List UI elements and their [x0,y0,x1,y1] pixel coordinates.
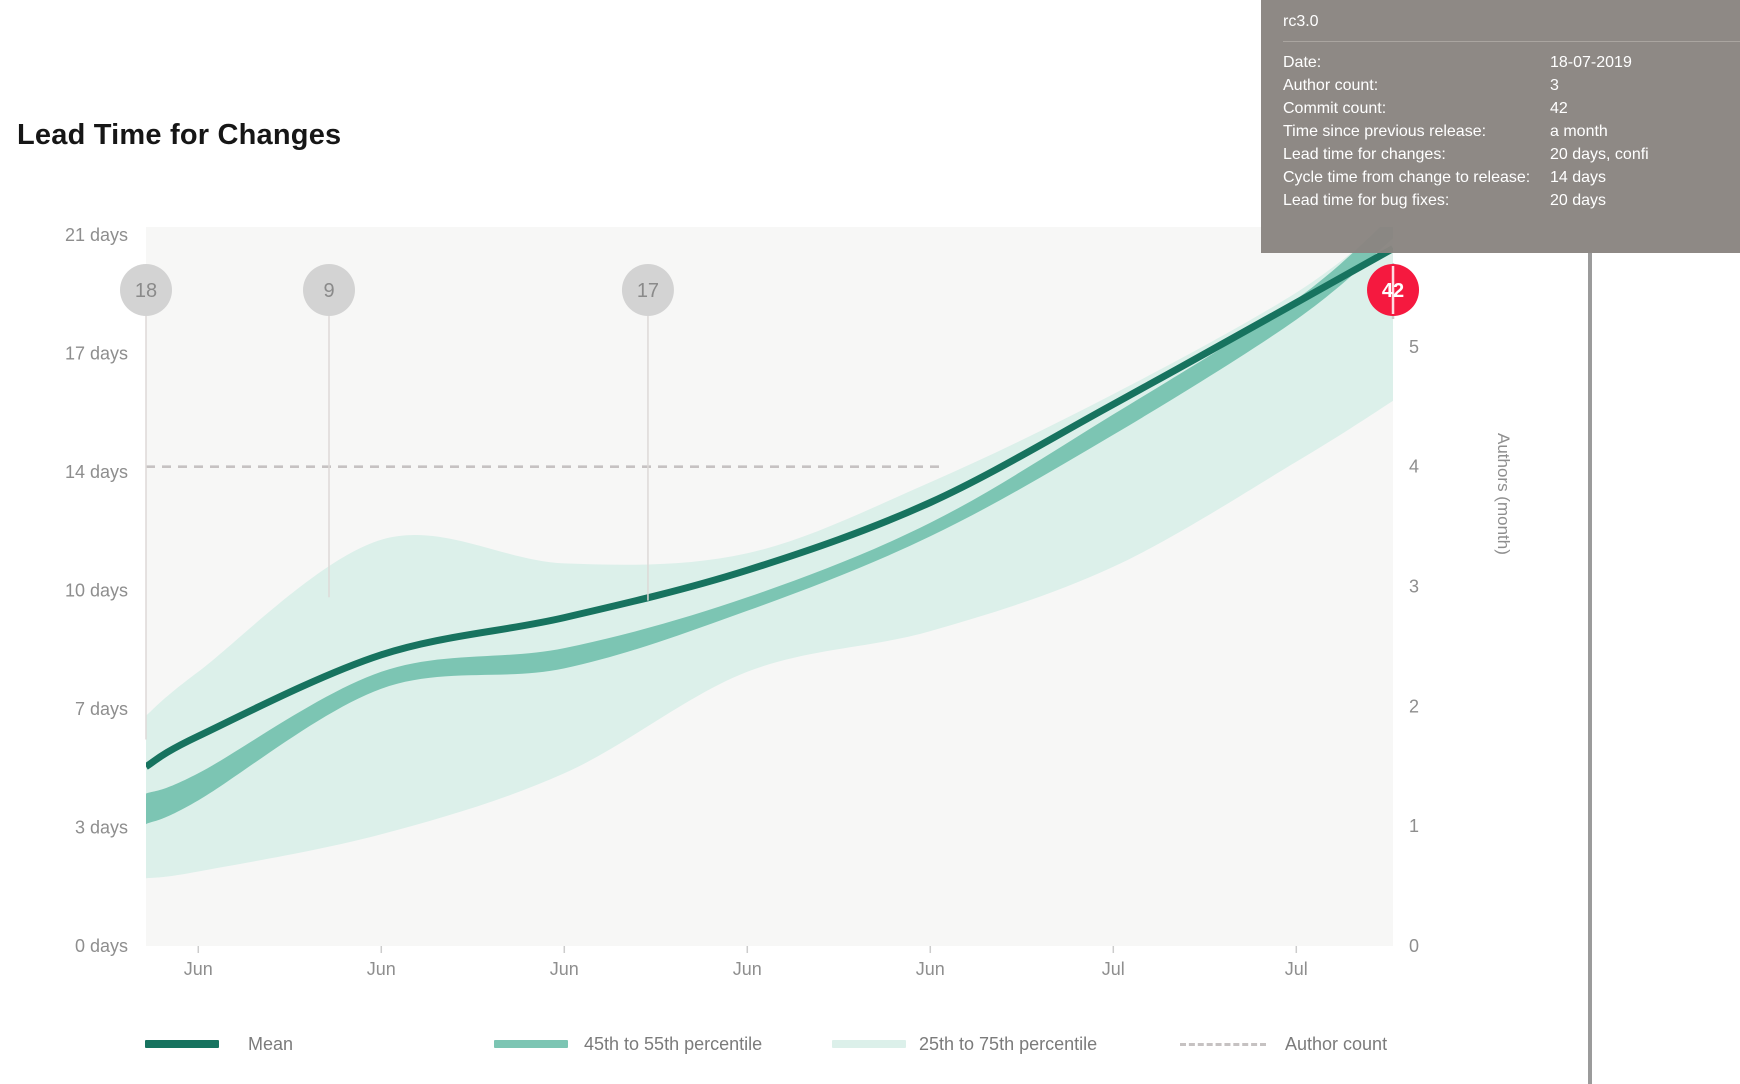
legend-color-swatch [832,1040,906,1048]
tooltip-row: Time since previous release: a month [1283,120,1740,143]
x-tick-label: Jun [916,959,945,979]
release-marker-label: 18 [135,280,157,302]
tooltip-row: Date: 18-07-2019 [1283,51,1740,74]
tooltip-row-label: Time since previous release: [1283,123,1487,140]
x-tick-label: Jun [367,959,396,979]
release-marker-9[interactable] [303,264,356,316]
tooltip-row: Lead time for bug fixes: 20 days [1283,189,1740,212]
y-left-tick-label: 10 days [65,581,128,601]
tooltip-row-value: 18-07-2019 [1550,54,1632,71]
release-tooltip: rc3.0 Date: 18-07-2019 Author count: 3 Commi… [1261,0,1740,253]
legend-item-author-count[interactable]: Author count [1180,1028,1387,1060]
legend-label: 25th to 75th percentile [919,1033,1098,1054]
release-marker-label: 17 [637,280,659,302]
x-tick-label: Jul [1285,959,1308,979]
tooltip-row-label: Author count: [1283,77,1379,94]
tooltip-row-label: Lead time for bug fixes: [1283,192,1450,209]
x-tick-label: Jul [1102,959,1125,979]
y-right-tick-label: 4 [1409,457,1419,477]
chart-legend: Mean 45th to 55th percentile 25th to 75th … [0,1028,1740,1060]
legend-item-45th-to-55th-percentile[interactable]: 45th to 55th percentile [494,1028,762,1060]
band-45-55 [146,227,1393,825]
y-right-axis-title: Authors (month) [1494,433,1513,555]
y-left-tick-label: 3 days [75,818,128,838]
x-tick-label: Jun [733,959,762,979]
x-tick-mark [563,946,566,953]
y-right-tick-label: 3 [1409,577,1419,597]
y-right-tick-label: 1 [1409,816,1419,836]
tooltip-release-name: rc3.0 [1283,13,1319,30]
release-marker-17[interactable] [621,264,674,316]
tooltip-row: Lead time for changes: 20 days, confi [1283,143,1740,166]
x-tick-mark [1112,946,1115,953]
tooltip-row-value: 14 days [1550,169,1607,186]
tooltip-row: Commit count: 42 [1283,97,1740,120]
legend-item-25th-to-75th-percentile[interactable]: 25th to 75th percentile [832,1028,1097,1060]
tooltip-row-value: 20 days, confi [1550,146,1649,163]
y-right-tick-label: 5 [1409,337,1419,357]
tooltip-row-label: Lead time for changes: [1283,146,1446,163]
tooltip-row-label: Cycle time from change to release: [1283,169,1531,186]
band-25-75 [146,227,1393,879]
y-right-tick-label: 2 [1409,696,1419,716]
y-right-tick-label: 0 [1409,936,1419,956]
y-left-tick-label: 21 days [65,225,128,245]
tooltip-row-value: a month [1550,123,1608,140]
x-tick-label: Jun [550,959,579,979]
tooltip-row: Cycle time from change to release: 14 day… [1283,166,1740,189]
x-tick-mark [1295,946,1298,953]
x-tick-label: Jun [184,959,213,979]
legend-label: 45th to 55th percentile [584,1033,763,1054]
legend-label: Author count [1285,1033,1388,1054]
y-left-tick-label: 14 days [65,462,128,482]
legend-label: Mean [248,1033,294,1054]
legend-color-swatch [145,1040,219,1048]
tooltip-separator [1283,41,1740,42]
x-tick-mark [380,946,383,953]
y-left-tick-label: 17 days [65,344,128,364]
y-left-tick-label: 0 days [75,936,128,956]
release-marker-18[interactable] [120,264,172,316]
tooltip-row-value: 20 days [1550,192,1607,209]
legend-dashed-swatch [1180,1042,1266,1046]
tooltip-row-label: Date: [1283,54,1322,71]
y-left-tick-label: 7 days [75,699,128,719]
tooltip-row-label: Commit count: [1283,100,1387,117]
release-marker-label: 42 [1382,280,1404,302]
x-tick-mark [197,946,200,953]
x-tick-mark [746,946,749,953]
tooltip-row-value: 3 [1550,77,1559,94]
vertical-divider[interactable] [1588,253,1592,1084]
tooltip-row-value: 42 [1550,100,1568,117]
tooltip-row: Author count: 3 [1283,74,1740,97]
legend-item-mean[interactable]: Mean [145,1028,293,1060]
mean-line [146,245,1393,770]
legend-color-swatch [494,1040,568,1048]
x-tick-mark [929,946,932,953]
chart-title: Lead Time for Changes [17,119,342,151]
release-marker-label: 9 [323,280,334,302]
